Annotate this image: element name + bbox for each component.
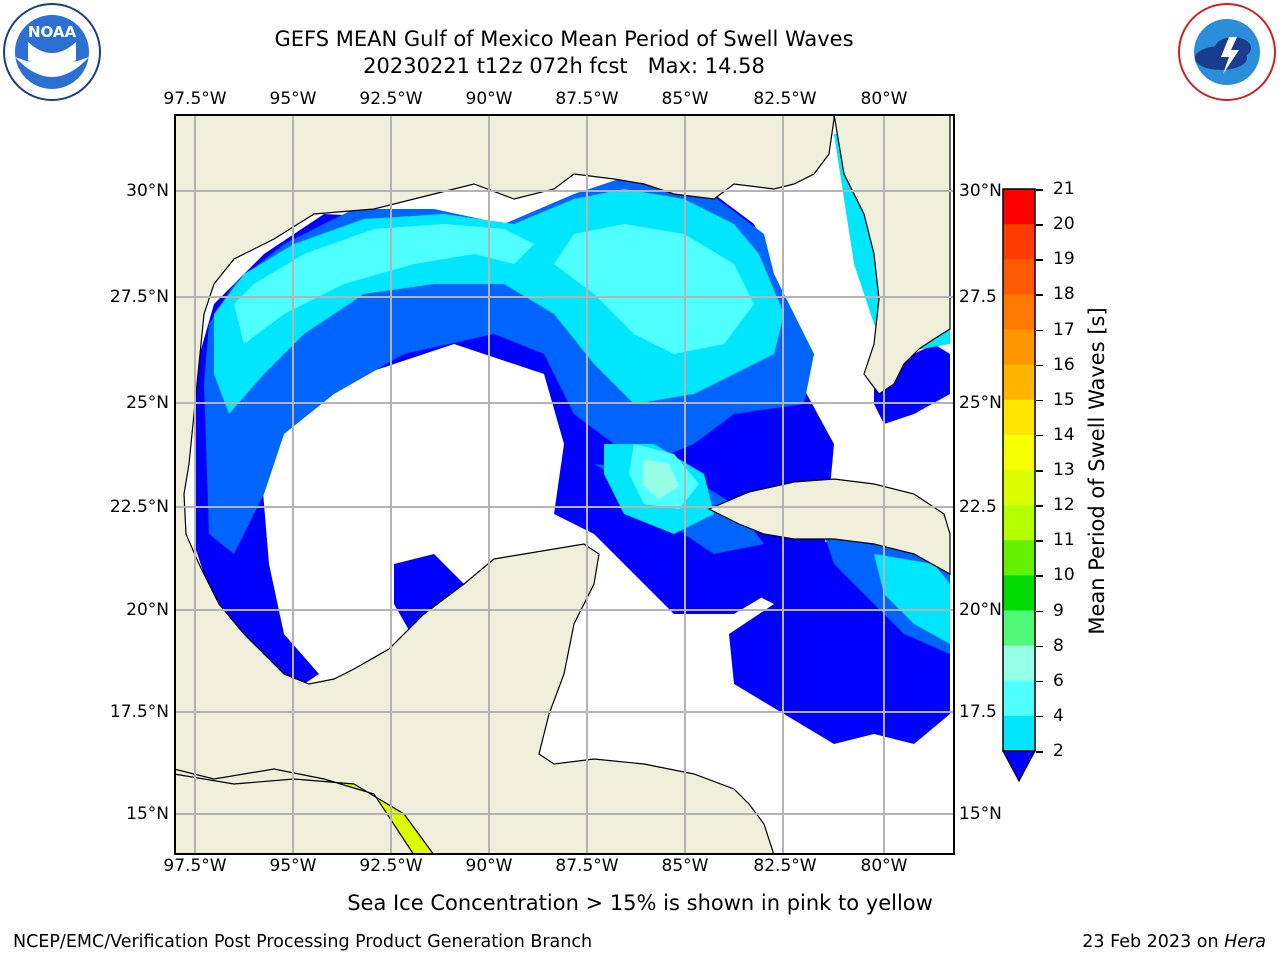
colorbar-tick-mark <box>1036 540 1043 542</box>
colorbar-tick-mark <box>1036 505 1043 507</box>
colorbar-tick-label: 21 <box>1053 179 1075 199</box>
lon-label-top: 97.5°W <box>163 89 227 109</box>
lat-label-left: 22.5°N <box>109 497 169 517</box>
lat-label-right: 17.5 <box>959 702 997 722</box>
lat-label-left: 30°N <box>126 181 169 201</box>
colorbar-tick-mark <box>1036 259 1043 261</box>
colorbar-tick-label: 16 <box>1053 354 1075 375</box>
lon-label-top: 95°W <box>269 89 317 109</box>
lon-label-bottom: 92.5°W <box>359 856 423 876</box>
colorbar-cell <box>1003 505 1035 541</box>
lat-label-right: 25°N <box>959 393 1002 413</box>
colorbar-tick-label: 13 <box>1053 460 1075 480</box>
colorbar-tick-label: 15 <box>1053 389 1075 410</box>
colorbar-tick-label: 11 <box>1053 530 1075 551</box>
colorbar-tick-mark <box>1036 294 1043 296</box>
lat-label-left: 27.5°N <box>109 287 169 307</box>
colorbar-tick-label: 2 <box>1053 741 1064 761</box>
svg-text:NOAA: NOAA <box>28 23 77 41</box>
lat-label-left: 17.5°N <box>109 702 169 722</box>
footer-right: 23 Feb 2023 on Hera <box>1082 932 1266 952</box>
colorbar-tick-mark <box>1036 610 1043 612</box>
colorbar-tick-label: 18 <box>1053 284 1075 305</box>
lat-label-left: 15°N <box>126 804 169 824</box>
colorbar-tick-mark <box>1036 680 1043 683</box>
map-subtitle: 20230221 t12z 072h fcst Max: 14.58 <box>363 54 765 78</box>
colorbar-tick-mark <box>1036 751 1043 753</box>
lon-label-top: 82.5°W <box>753 89 817 109</box>
nws-logo <box>1177 2 1277 102</box>
colorbar-label: Mean Period of Swell Waves [s] <box>1085 307 1109 635</box>
colorbar-cell <box>1003 189 1035 225</box>
graticule <box>174 114 955 855</box>
colorbar-cell <box>1003 470 1035 506</box>
colorbar-tick-label: 17 <box>1053 319 1075 340</box>
colorbar-tick-mark <box>1036 329 1043 331</box>
map-panel <box>174 114 955 855</box>
lon-label-top: 87.5°W <box>555 89 619 109</box>
lon-label-bottom: 90°W <box>465 856 513 876</box>
colorbar-tick-mark <box>1036 575 1043 577</box>
map-title: GEFS MEAN Gulf of Mexico Mean Period of … <box>274 27 854 51</box>
colorbar-tick-label: 6 <box>1053 670 1064 691</box>
colorbar-tick-mark <box>1036 224 1043 226</box>
colorbar-tick-label: 20 <box>1053 214 1075 235</box>
lon-label-top: 85°W <box>661 89 709 109</box>
noaa-logo: NOAA <box>2 2 102 102</box>
colorbar-tick-label: 4 <box>1053 705 1064 726</box>
lon-label-top: 90°W <box>465 89 513 109</box>
colorbar-tick-label: 8 <box>1053 635 1064 656</box>
colorbar-tick-mark <box>1036 189 1043 191</box>
lon-label-bottom: 95°W <box>269 856 317 876</box>
lat-label-right: 20°N <box>959 600 1002 620</box>
lat-label-left: 20°N <box>126 600 169 620</box>
lat-label-right: 15°N <box>959 804 1002 824</box>
colorbar-cell <box>1003 224 1035 260</box>
lon-label-bottom: 85°W <box>661 856 709 876</box>
colorbar-tick-mark <box>1036 434 1043 437</box>
sea-ice-caption: Sea Ice Concentration > 15% is shown in … <box>347 891 933 915</box>
lon-label-bottom: 80°W <box>860 856 908 876</box>
colorbar-cell <box>1003 645 1035 682</box>
lon-label-bottom: 87.5°W <box>555 856 619 876</box>
colorbar-cell <box>1003 259 1035 295</box>
colorbar-tick-label: 9 <box>1053 600 1064 621</box>
footer-machine: Hera <box>1224 932 1266 952</box>
colorbar-cell <box>1003 434 1035 471</box>
lon-label-bottom: 97.5°W <box>163 856 227 876</box>
colorbar-tick-label: 10 <box>1053 565 1075 586</box>
colorbar-cell <box>1003 680 1035 717</box>
colorbar-cell <box>1003 575 1035 611</box>
colorbar-cell <box>1003 540 1035 576</box>
footer-left: NCEP/EMC/Verification Post Processing Pr… <box>13 932 593 952</box>
colorbar-cell <box>1003 715 1035 752</box>
lon-label-top: 80°W <box>860 89 908 109</box>
colorbar-tick-mark <box>1036 470 1043 472</box>
colorbar-cell <box>1003 364 1035 401</box>
lat-label-right: 27.5 <box>959 287 997 307</box>
colorbar-tick-label: 14 <box>1053 424 1075 445</box>
lat-label-right: 22.5 <box>959 497 997 517</box>
lon-label-top: 92.5°W <box>359 89 423 109</box>
colorbar-tick-label: 12 <box>1053 495 1075 516</box>
lat-label-left: 25°N <box>126 393 169 413</box>
lon-label-bottom: 82.5°W <box>753 856 817 876</box>
colorbar-tick-label: 19 <box>1053 249 1075 270</box>
colorbar-tick-mark <box>1036 645 1043 648</box>
footer-date: 23 Feb 2023 on <box>1082 932 1225 952</box>
colorbar <box>1002 188 1036 783</box>
colorbar-cell <box>1003 399 1035 436</box>
colorbar-cell <box>1003 294 1035 330</box>
colorbar-cell <box>1003 610 1035 647</box>
colorbar-tick-mark <box>1036 399 1043 402</box>
lat-label-right: 30°N <box>959 181 1002 201</box>
land <box>174 114 951 855</box>
colorbar-tick-mark <box>1036 364 1043 367</box>
colorbar-tick-mark <box>1036 715 1043 718</box>
colorbar-cell <box>1003 329 1035 366</box>
